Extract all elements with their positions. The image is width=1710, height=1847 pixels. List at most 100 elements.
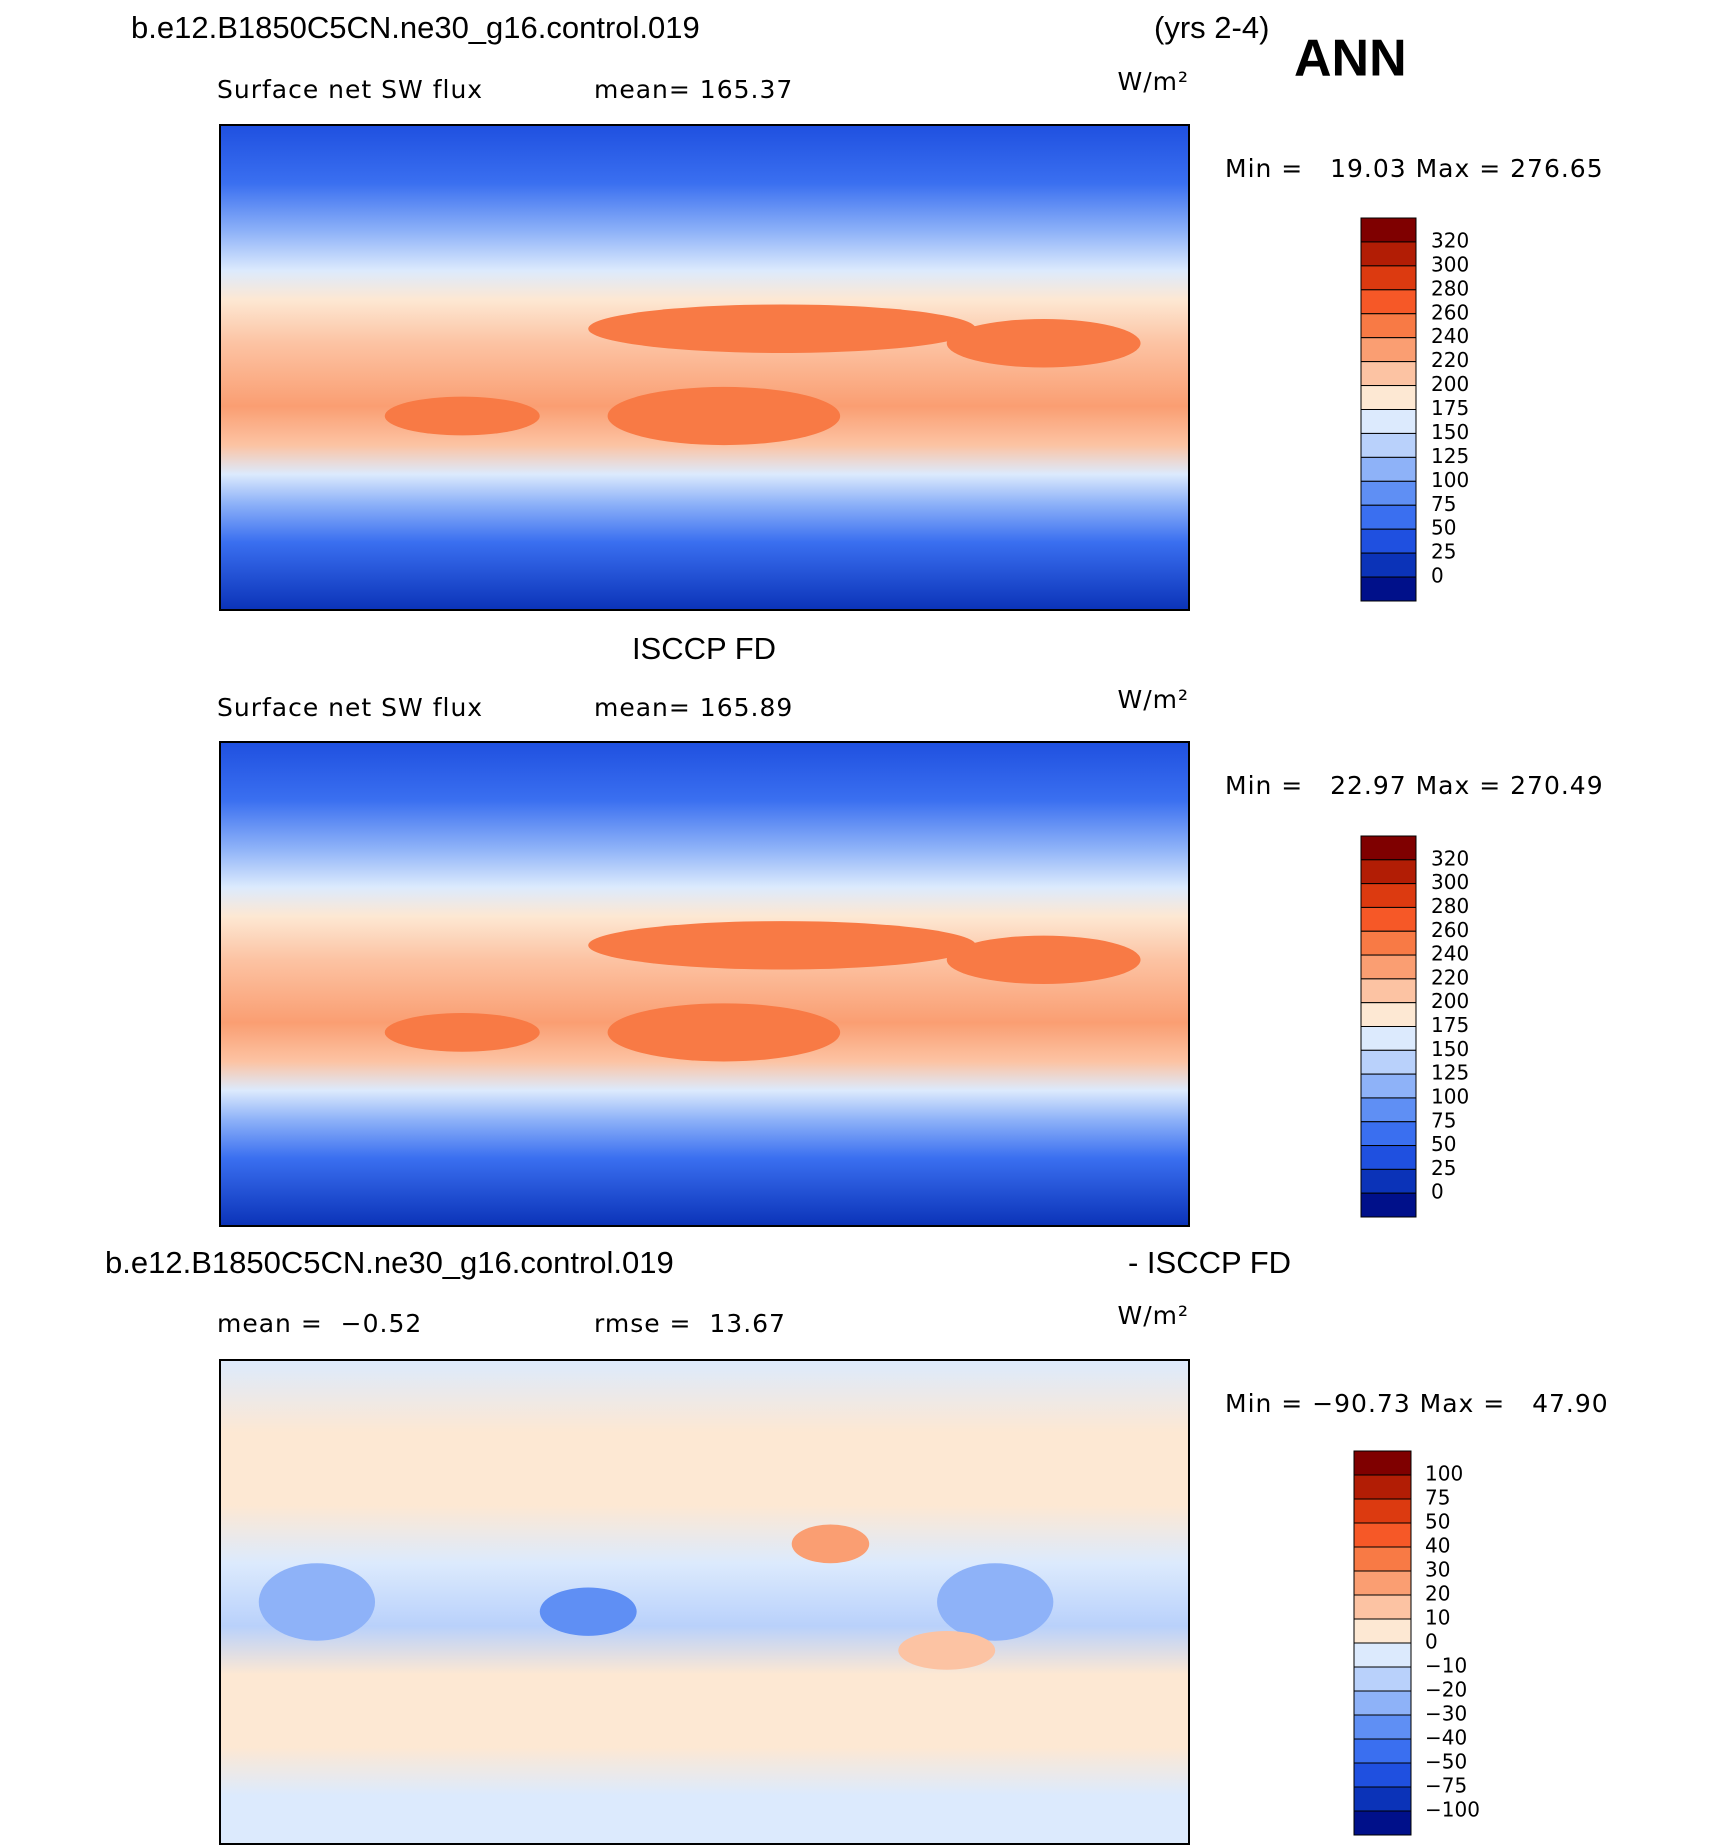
colorbar-box — [1360, 1192, 1417, 1218]
colorbar-label: 50 — [1431, 516, 1456, 540]
min-max: Min = −90.73 Max = 47.90 — [1225, 1389, 1609, 1418]
colorbar-box — [1360, 978, 1417, 1004]
colorbar-box — [1360, 432, 1417, 458]
colorbar-box — [1360, 1097, 1417, 1123]
colorbar-label: −40 — [1425, 1726, 1467, 1750]
map-blob — [946, 319, 1141, 368]
colorbar-label: 280 — [1431, 276, 1469, 300]
colorbar-label: −10 — [1425, 1654, 1467, 1678]
colorbar-box — [1353, 1810, 1412, 1836]
colorbar-box — [1360, 1049, 1417, 1075]
panel-heading: ISCCP FD — [632, 631, 776, 666]
colorbar-box — [1353, 1618, 1412, 1644]
colorbar-box — [1360, 409, 1417, 434]
colorbar-box — [1360, 313, 1417, 339]
colorbar-box — [1353, 1762, 1412, 1788]
colorbar-label: 100 — [1431, 1084, 1469, 1108]
colorbar-label: −100 — [1425, 1798, 1480, 1822]
colorbar-label: 320 — [1431, 846, 1469, 870]
map-field — [220, 125, 1189, 610]
colorbar-label: 200 — [1431, 989, 1469, 1013]
map-blob — [791, 1524, 870, 1564]
colorbar-box — [1360, 265, 1417, 291]
colorbar-label: 220 — [1431, 348, 1469, 372]
colorbar-label: 10 — [1425, 1606, 1450, 1630]
map-blob — [384, 396, 540, 436]
colorbar-label: 260 — [1431, 300, 1469, 324]
colorbar-box — [1360, 835, 1417, 861]
colorbar-label: 50 — [1425, 1510, 1450, 1534]
colorbar-box — [1360, 859, 1417, 885]
colorbar-box — [1360, 1168, 1417, 1194]
min-max: Min = 22.97 Max = 270.49 — [1225, 771, 1604, 800]
colorbar-label: 40 — [1425, 1534, 1450, 1558]
map-blob — [898, 1631, 996, 1670]
panel-stat: mean= 165.37 — [594, 75, 793, 104]
map-blob — [607, 1003, 841, 1062]
panel-heading: - ISCCP FD — [1128, 1245, 1291, 1280]
colorbar-label: 150 — [1431, 1037, 1469, 1061]
map-blob — [384, 1013, 540, 1052]
map-frame — [219, 124, 1190, 611]
colorbar-box — [1360, 504, 1417, 530]
map-blob — [588, 921, 976, 970]
map-blob — [937, 1563, 1054, 1641]
colorbar-box — [1360, 1121, 1417, 1147]
map-blob — [946, 935, 1141, 984]
colorbar-box — [1360, 552, 1417, 578]
colorbar-box — [1353, 1666, 1412, 1692]
colorbar-box — [1360, 456, 1417, 482]
colorbar-box — [1360, 883, 1417, 908]
colorbar-label: 100 — [1425, 1462, 1463, 1486]
colorbar-label: 175 — [1431, 1013, 1469, 1037]
colorbar-label: −30 — [1425, 1702, 1467, 1726]
colorbar-label: 150 — [1431, 420, 1469, 444]
colorbar-label: 175 — [1431, 396, 1469, 420]
colorbar-box — [1360, 1073, 1417, 1099]
colorbar-label: 240 — [1431, 942, 1469, 966]
colorbar-box — [1360, 930, 1417, 956]
colorbar-box — [1353, 1546, 1412, 1572]
colorbar-label: 125 — [1431, 444, 1469, 468]
panel-stat: mean= 165.89 — [594, 693, 793, 722]
map-frame — [219, 741, 1190, 1227]
colorbar-box — [1360, 1026, 1417, 1051]
colorbar-box — [1353, 1522, 1412, 1548]
colorbar-box — [1360, 954, 1417, 980]
colorbar-label: 100 — [1431, 468, 1469, 492]
map-blob — [258, 1563, 376, 1641]
units: W/m² — [1117, 1301, 1189, 1330]
colorbar-label: 300 — [1431, 870, 1469, 894]
colorbar-label: 260 — [1431, 918, 1469, 942]
colorbar-box — [1360, 217, 1417, 243]
colorbar-box — [1353, 1714, 1412, 1740]
colorbar-box — [1353, 1570, 1412, 1596]
colorbar-box — [1360, 241, 1417, 267]
season: ANN — [1294, 30, 1407, 88]
colorbar-label: 0 — [1431, 1180, 1444, 1204]
colorbar-label: 75 — [1431, 492, 1456, 516]
colorbar-box — [1360, 906, 1417, 932]
colorbar-label: 200 — [1431, 372, 1469, 396]
min-max: Min = 19.03 Max = 276.65 — [1225, 154, 1604, 183]
colorbar-label: −20 — [1425, 1678, 1467, 1702]
colorbar-label: 320 — [1431, 228, 1469, 252]
colorbar-label: 25 — [1431, 540, 1456, 564]
colorbar-box — [1353, 1690, 1412, 1716]
colorbar-box — [1360, 1145, 1417, 1170]
colorbar-box — [1360, 480, 1417, 506]
colorbar-box — [1353, 1738, 1412, 1764]
units: W/m² — [1117, 67, 1189, 96]
colorbar-label: 75 — [1431, 1108, 1456, 1132]
colorbar-label: 300 — [1431, 252, 1469, 276]
years: (yrs 2-4) — [1154, 10, 1269, 45]
colorbar-label: 0 — [1431, 564, 1444, 588]
run-title: b.e12.B1850C5CN.ne30_g16.control.019 — [131, 10, 700, 45]
colorbar-box — [1353, 1498, 1412, 1524]
colorbar-box — [1360, 576, 1417, 602]
map-blob — [607, 386, 841, 446]
colorbar-box — [1360, 1002, 1417, 1027]
colorbar-box — [1353, 1786, 1412, 1812]
colorbar-label: 125 — [1431, 1061, 1469, 1085]
